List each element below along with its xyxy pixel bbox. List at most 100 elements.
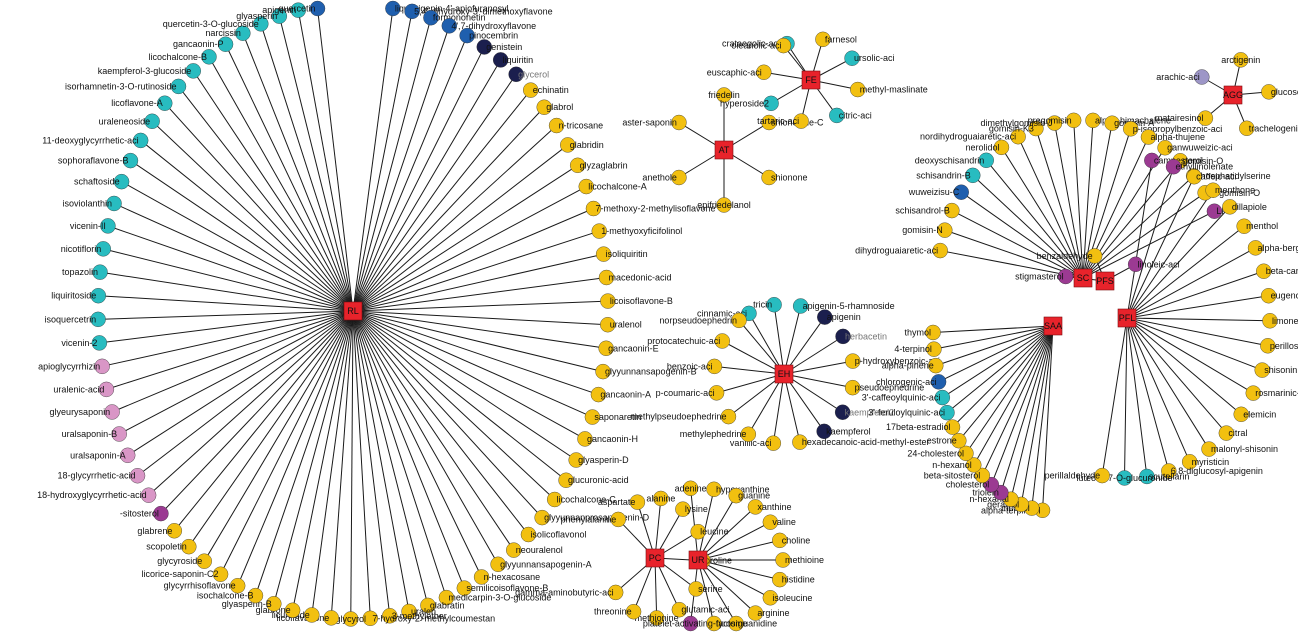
edge-rl-18-hydroxyglycyrrhetic-acid <box>148 310 354 496</box>
compound-node-topazolin: topazolin <box>62 264 108 280</box>
edge-rl-isolicoflavonol <box>352 310 529 535</box>
compound-node-circle <box>584 409 601 425</box>
compound-label: lysine <box>685 504 708 514</box>
edge-rl-uralsaponin-b <box>118 310 354 435</box>
compound-node-1-methyoxyficifolinol: 1-methyoxyficifolinol <box>591 223 682 239</box>
compound-node-circle <box>120 447 136 463</box>
compound-label: matairesinol <box>1155 113 1204 123</box>
edge-rl-glyeurysaponin <box>111 310 354 413</box>
compound-node-circle <box>1057 268 1074 285</box>
edge-rl-semilicoisoflavone-b <box>352 310 465 589</box>
compound-label: glyyunnansapogenin-B <box>605 367 697 377</box>
compound-node-circle <box>792 298 809 314</box>
compound-label: alpha-terpineol <box>981 505 1041 515</box>
compound-node-circle <box>690 523 706 540</box>
compound-node-circle <box>95 241 111 257</box>
compound-node-circle <box>98 381 115 398</box>
compound-label: rosmarinic-aci <box>1255 388 1298 398</box>
compound-node-4-terpinol: 4-terpinol <box>894 341 942 357</box>
edge-rl-7-hydroxy-2-methylcoumestan <box>352 310 371 619</box>
edge-rl-licoflavanone <box>330 310 354 618</box>
compound-node-perilloside-c: perilloside-C <box>1260 338 1298 354</box>
edge-saa-chlorogenic-aci <box>938 325 1054 383</box>
compound-node-methylpseudoephedrine: methylpseudoephedrine <box>630 408 737 425</box>
compound-node-benzaldehyde: benzaldehyde <box>1037 248 1103 264</box>
compound-label: apigenin-5-rhamnoside <box>803 301 895 311</box>
edge-saa-n-hexanal <box>1010 325 1054 500</box>
edge-rl-quercetin-3-o-glucoside <box>260 23 354 312</box>
compound-label: aster-saponin <box>622 118 677 128</box>
compound-node-neouralenol: neouralenol <box>506 542 563 558</box>
compound-label: uralenol <box>610 320 642 330</box>
edge-saa-n-hexanol <box>973 325 1054 466</box>
edge-pc-alanine <box>654 498 662 559</box>
edge-saa-alpha-pinene <box>935 325 1054 367</box>
compound-label: licochalcone-B <box>148 52 207 62</box>
compound-node-circle <box>271 8 288 24</box>
compound-label: apioglycyrrhizin <box>38 361 100 371</box>
edge-pfl-6-8-diglucosyl-apigenin <box>1126 317 1170 472</box>
compound-node-5-4-dihydroxy-3-dimethoxyflavone: 5,4'-dihydroxy-3'-dimethoxyflavone <box>404 3 553 20</box>
edge-rl-isorhamnetin-3-o-rutinoside <box>178 86 354 312</box>
compound-label: elemicin <box>1243 409 1276 419</box>
compound-label: serine <box>698 584 723 594</box>
compound-node-circle <box>1140 129 1157 145</box>
compound-node-licochalcone-c: licochalcone-C <box>546 491 616 508</box>
compound-node-quercetin: quercetin <box>278 0 326 17</box>
compound-node-pseudoephedrine: pseudoephedrine <box>844 379 924 396</box>
compound-node-alpha-bergamotene: alpha-bergamotene <box>1247 240 1298 256</box>
edge-eh-p-hydroxybenzoic-aci <box>783 360 853 375</box>
compound-label: geraniol <box>987 499 1019 509</box>
compound-node-circle <box>728 487 744 504</box>
compound-label: glyasperin <box>236 11 277 21</box>
compound-node-circle <box>90 311 106 328</box>
edge-sc-gomisin-k3 <box>1035 128 1084 279</box>
edge-ur-guanidine <box>697 559 737 624</box>
compound-node-circle <box>1261 84 1277 100</box>
edge-rl-uralenic-acid <box>106 310 354 390</box>
edge-rl-echinatin <box>352 89 532 312</box>
edge-rl-n-hexacosane <box>352 310 483 578</box>
compound-node-circle <box>520 526 537 543</box>
compound-label: nicotiflorin <box>61 244 102 254</box>
compound-label: anethole <box>642 173 677 183</box>
edge-rl-licorice-saponin-c2 <box>220 310 354 575</box>
compound-node-circle <box>492 52 509 68</box>
compound-node-circle <box>490 556 506 572</box>
compound-node-vicenin-2: vicenin-2 <box>61 335 108 351</box>
compound-label: vanillic-aci <box>730 438 772 448</box>
compound-node-ganwuweizic-aci: ganwuweizic-aci <box>1157 140 1233 156</box>
compound-node-circle <box>934 389 951 406</box>
compound-label: apigenin <box>262 5 296 15</box>
edge-saa-3-feruloylquinic-aci <box>946 325 1054 414</box>
compound-node-p-hydroxybenzoic-aci: p-hydroxybenzoic-aci <box>845 353 940 369</box>
compound-label: 5,4'-dihydroxy-3'-dimethoxyflavone <box>414 6 553 16</box>
edge-rl-macedonic-acid <box>352 277 607 312</box>
compound-node-circle <box>815 31 831 48</box>
herb-hub-eh: EH <box>774 364 794 384</box>
compound-node-campesterol: campesterol <box>1144 152 1203 169</box>
compound-node-circle <box>600 293 616 309</box>
compound-node-circle <box>284 602 301 618</box>
compound-node-7-methoxy-2-methylisoflavone: 7-methoxy-2-methylisoflavone <box>585 200 716 217</box>
compound-node-circle <box>1194 69 1210 85</box>
herb-hub-label: AGG <box>1223 90 1243 100</box>
compound-node-citral: citral <box>1218 425 1247 441</box>
compound-label: schisandrol-B <box>895 206 950 216</box>
edge-rl-uralen <box>352 310 410 612</box>
compound-label: licoflavanone <box>277 613 330 623</box>
compound-label: arginine <box>757 608 789 618</box>
compound-node-circle <box>1236 218 1252 234</box>
compound-node-circle <box>925 324 941 341</box>
compound-label: gomisin-N <box>902 225 943 235</box>
compound-node-circle <box>775 37 792 54</box>
compound-label: licorice-saponin-C2 <box>142 569 219 579</box>
compound-node-circle <box>290 2 306 18</box>
compound-label: glucose <box>1271 87 1298 97</box>
herb-hub-rl: RL <box>343 301 363 321</box>
compound-node-circle <box>792 434 808 450</box>
edge-eh-apigenin-5-rhamnoside <box>783 305 802 375</box>
compound-node-guanine: guanine <box>728 487 770 504</box>
compound-label: kaempferol <box>826 426 871 436</box>
compound-node-circle <box>1085 112 1101 129</box>
